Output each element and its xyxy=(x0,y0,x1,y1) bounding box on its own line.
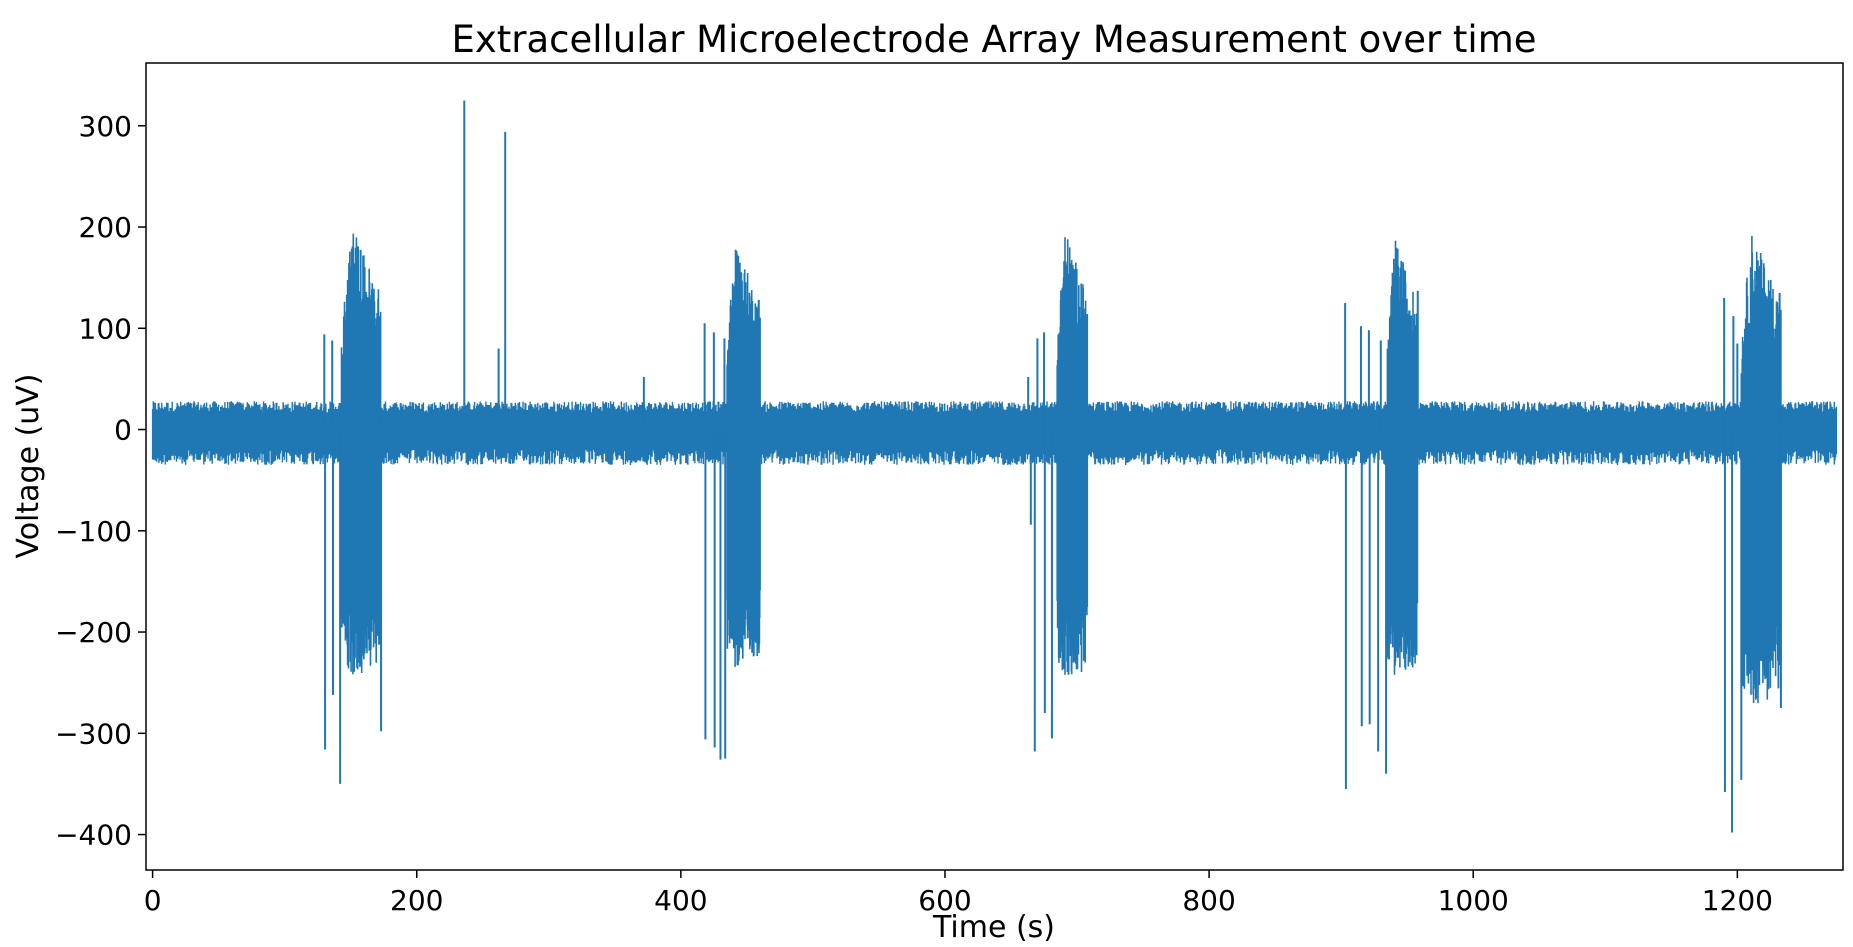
y-tick-label: −100 xyxy=(55,515,132,548)
y-axis: −400 −300 −200 −100 0 100 200 300 xyxy=(55,110,146,852)
x-tick-label: 600 xyxy=(918,884,971,917)
burst-3 xyxy=(1056,237,1089,675)
x-tick-label: 0 xyxy=(144,884,162,917)
x-axis: 0 200 400 600 800 1000 1200 xyxy=(144,870,1773,917)
burst-4 xyxy=(1386,240,1419,675)
y-tick-label: 200 xyxy=(79,211,132,244)
x-tick-label: 800 xyxy=(1182,884,1235,917)
y-tick-label: 0 xyxy=(114,414,132,447)
burst-2 xyxy=(726,249,761,667)
x-axis-label: Time (s) xyxy=(932,910,1055,942)
x-tick-label: 400 xyxy=(654,884,707,917)
x-tick-label: 1200 xyxy=(1702,884,1773,917)
axes-frame xyxy=(145,62,1844,871)
signal-noise-line xyxy=(151,401,1838,465)
y-axis-label: Voltage (uV) xyxy=(11,373,46,558)
y-tick-label: 300 xyxy=(79,110,132,143)
y-tick-label: −300 xyxy=(55,717,132,750)
burst-5 xyxy=(1740,235,1782,704)
plot-area xyxy=(151,100,1838,833)
x-tick-label: 1000 xyxy=(1438,884,1509,917)
chart-title: Extracellular Microelectrode Array Measu… xyxy=(451,18,1536,61)
y-tick-label: −400 xyxy=(55,819,132,852)
y-tick-label: 100 xyxy=(79,312,132,345)
burst-1 xyxy=(340,233,382,675)
y-tick-label: −200 xyxy=(55,616,132,649)
x-tick-label: 200 xyxy=(390,884,443,917)
